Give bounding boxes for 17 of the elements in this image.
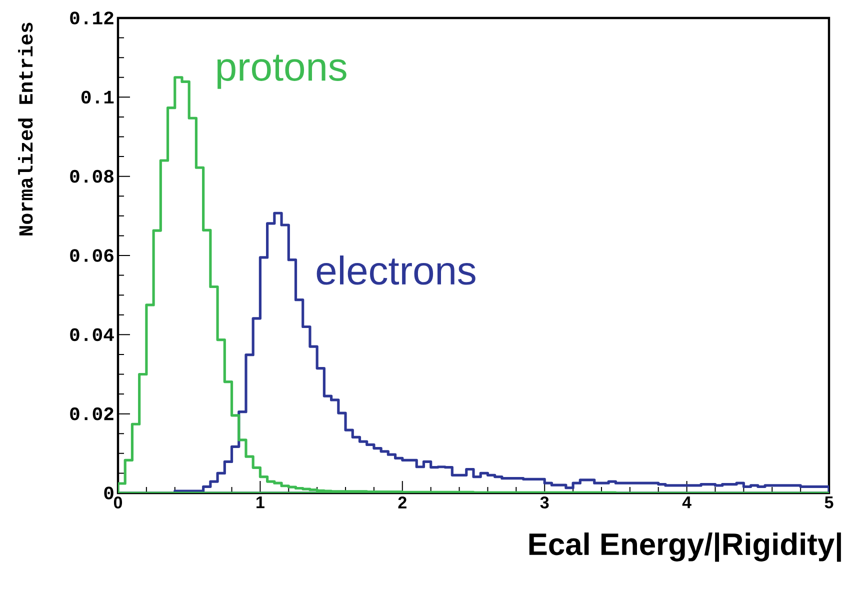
x-tick-label: 2 bbox=[398, 496, 406, 508]
series-label: protons bbox=[217, 54, 346, 89]
series-label: electrons bbox=[316, 256, 476, 285]
y-tick-label: 0 bbox=[104, 486, 114, 500]
y-tick-label: 0.02 bbox=[70, 407, 114, 420]
x-tick-label: 1 bbox=[256, 496, 264, 508]
x-tick-label: 4 bbox=[682, 496, 692, 508]
x-tick-label: 3 bbox=[540, 496, 549, 509]
y-tick-label: 0.04 bbox=[70, 328, 114, 342]
y-tick-label: 0.1 bbox=[81, 90, 114, 104]
y-tick-label: 0.12 bbox=[70, 12, 114, 24]
x-tick-label: 5 bbox=[824, 496, 834, 508]
y-axis-title: Normalized Entries bbox=[18, 22, 33, 236]
x-axis-title: Ecal Energy/|Rigidity| bbox=[529, 532, 841, 562]
y-tick-label: 0.06 bbox=[70, 249, 114, 262]
x-tick-label: 0 bbox=[114, 496, 122, 509]
y-tick-label: 0.08 bbox=[70, 170, 114, 183]
